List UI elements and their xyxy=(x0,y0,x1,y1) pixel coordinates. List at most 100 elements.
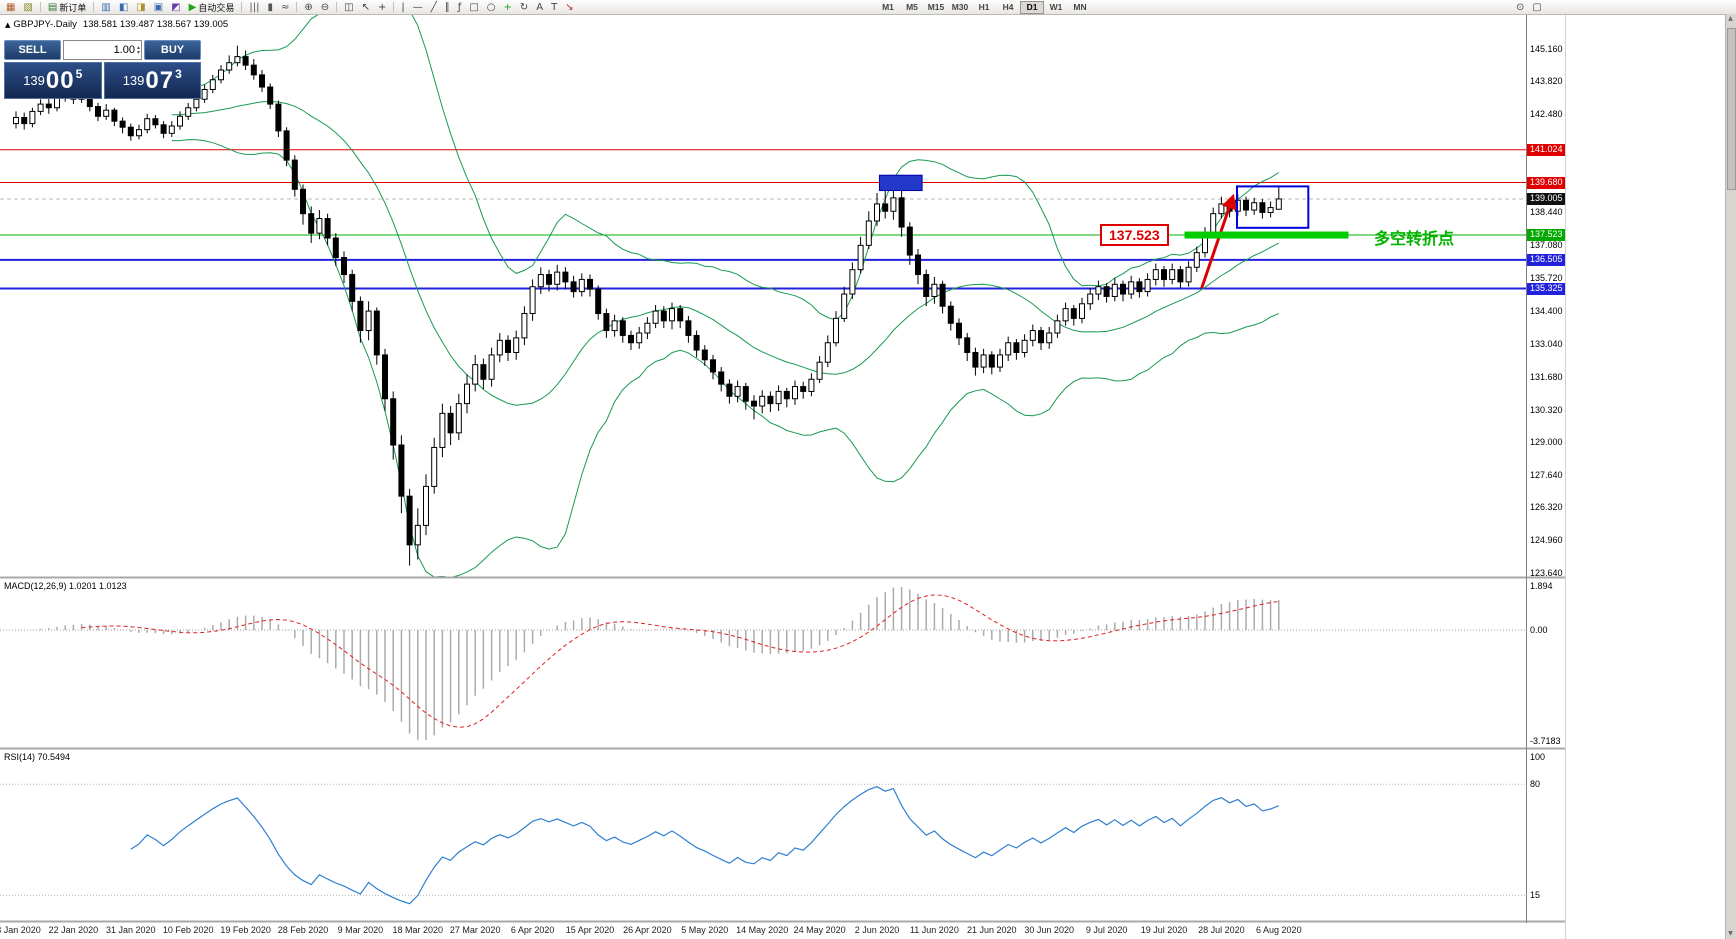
timeframe-m5-button[interactable]: M5 xyxy=(900,1,924,14)
timeframe-d1-button[interactable]: D1 xyxy=(1020,0,1044,14)
candlestick-chart-icon: ▮ xyxy=(267,1,273,13)
timeframe-m1-button[interactable]: M1 xyxy=(876,1,900,14)
text-icon[interactable]: A xyxy=(532,1,547,14)
arrows-icon[interactable]: ↘ xyxy=(561,1,577,14)
price-tag: 139.680 xyxy=(1527,176,1565,189)
tile-windows-icon: ◫ xyxy=(344,1,354,13)
toolbar-right: ⊙ ▢ xyxy=(1512,0,1546,14)
profiles-icon: ▧ xyxy=(23,1,33,13)
horizontal-line-icon[interactable]: — xyxy=(409,1,427,14)
fibonacci-icon: ƒ xyxy=(457,1,462,13)
text-label-icon: T xyxy=(551,1,558,13)
line-chart-icon[interactable]: ≈ xyxy=(277,1,293,14)
crosshair-icon[interactable]: + xyxy=(374,1,390,14)
vertical-line-icon[interactable]: | xyxy=(397,1,408,14)
volume-input[interactable]: 1.00 ▴ ▾ xyxy=(63,40,142,60)
rsi-axis-label: 100 xyxy=(1530,752,1546,762)
add-indicator-icon[interactable]: + xyxy=(500,1,516,14)
macd-label: MACD(12,26,9) 1.0201 1.0123 xyxy=(4,581,127,591)
macd-layer xyxy=(0,587,1526,740)
timeframe-w1-button[interactable]: W1 xyxy=(1044,1,1068,14)
date-label: 13 Jan 2020 xyxy=(0,925,41,935)
new-chart-icon[interactable]: ▦ xyxy=(2,1,19,14)
window-separator xyxy=(1565,14,1566,939)
shapes-icon[interactable]: □ xyxy=(465,1,482,14)
zoom-out-icon[interactable]: ⊖ xyxy=(317,1,333,14)
search-icon[interactable]: ⊙ xyxy=(1512,1,1528,14)
sell-price-display[interactable]: 139 00 5 xyxy=(4,62,102,99)
timeframe-m15-button[interactable]: M15 xyxy=(924,1,948,14)
date-label: 19 Jul 2020 xyxy=(1140,925,1188,935)
scroll-up-icon[interactable]: ▲ xyxy=(1728,15,1733,22)
date-label: 19 Feb 2020 xyxy=(220,925,271,935)
rsi-axis-label: 15 xyxy=(1530,890,1541,901)
trade-prices-row: 139 00 5 139 07 3 xyxy=(4,62,201,99)
ellipse-icon[interactable]: ○ xyxy=(483,1,500,14)
zoom-in-icon[interactable]: ⊕ xyxy=(300,1,316,14)
volume-value[interactable]: 1.00 xyxy=(113,44,135,56)
date-label: 6 Apr 2020 xyxy=(510,925,555,935)
channel-icon[interactable]: ∥ xyxy=(441,1,454,14)
cursor-icon: ↖ xyxy=(361,1,370,13)
timeframe-h4-button[interactable]: H4 xyxy=(996,1,1020,14)
date-label: 11 Jun 2020 xyxy=(909,925,959,935)
scroll-down-icon[interactable]: ▼ xyxy=(1728,930,1733,937)
navigator-icon[interactable]: ◨ xyxy=(132,1,149,14)
fibonacci-icon[interactable]: ƒ xyxy=(454,1,466,14)
date-label: 9 Jul 2020 xyxy=(1085,925,1128,935)
sell-button[interactable]: SELL xyxy=(4,40,61,60)
tile-windows-icon[interactable]: ◫ xyxy=(340,1,357,14)
timeframe-m30-button[interactable]: M30 xyxy=(948,1,972,14)
profiles-icon[interactable]: ▧ xyxy=(19,1,36,14)
price-axis-label: 130.320 xyxy=(1530,404,1563,415)
date-label: 15 Apr 2020 xyxy=(565,925,615,935)
auto-trading-button[interactable]: ▶ 自动交易 xyxy=(185,1,239,14)
window-list-icon: ▢ xyxy=(1532,1,1542,13)
bar-chart-icon[interactable]: ||| xyxy=(245,1,263,14)
trendline-icon[interactable]: ╱ xyxy=(427,1,441,14)
date-label: 14 May 2020 xyxy=(736,925,789,935)
price-axis-label: 124.960 xyxy=(1530,535,1563,546)
volume-down-icon[interactable]: ▾ xyxy=(136,49,140,56)
arrows-icon: ↘ xyxy=(565,1,574,13)
one-click-trading-panel: SELL 1.00 ▴ ▾ BUY 139 00 5 139 07 3 xyxy=(4,40,201,99)
data-window-icon: ◧ xyxy=(118,1,129,13)
ask-integer: 139 xyxy=(122,73,145,88)
scrollbar-thumb[interactable] xyxy=(1727,28,1736,190)
buy-price-display[interactable]: 139 07 3 xyxy=(103,62,201,99)
price-tag: 137.523 xyxy=(1527,229,1565,242)
strategy-tester-icon[interactable]: ◩ xyxy=(167,1,184,14)
date-label: 9 Mar 2020 xyxy=(337,925,384,935)
price-axis-label: 129.000 xyxy=(1530,437,1563,448)
buy-button[interactable]: BUY xyxy=(144,40,201,60)
price-tag: 136.505 xyxy=(1527,253,1565,266)
new-order-button[interactable]: ▤ 新订单 xyxy=(44,1,90,14)
line-chart-icon: ≈ xyxy=(280,1,290,13)
pivot-price-callout[interactable]: 137.523 xyxy=(1100,224,1169,247)
date-label: 28 Jul 2020 xyxy=(1198,925,1245,935)
data-window-icon[interactable]: ◧ xyxy=(115,1,132,14)
date-label: 6 Aug 2020 xyxy=(1256,925,1302,935)
volume-spinner[interactable]: ▴ ▾ xyxy=(136,44,140,56)
collapse-panel-icon[interactable]: ▲ xyxy=(5,21,11,29)
volume-up-icon[interactable]: ▴ xyxy=(136,44,140,51)
candlestick-chart-icon[interactable]: ▮ xyxy=(263,1,277,14)
new-chart-icon: ▦ xyxy=(6,1,16,13)
market-watch-icon[interactable]: ▥ xyxy=(97,1,114,14)
timeframe-mn-button[interactable]: MN xyxy=(1068,1,1092,14)
timeframe-h1-button[interactable]: H1 xyxy=(972,1,996,14)
toolbar-separator xyxy=(241,2,243,12)
breakout-arrow xyxy=(1200,193,1237,289)
terminal-icon[interactable]: ▣ xyxy=(150,1,167,14)
date-label: 28 Feb 2020 xyxy=(277,925,329,935)
toolbar-separator xyxy=(93,2,95,12)
window-list-icon[interactable]: ▢ xyxy=(1528,1,1545,14)
pivot-annotation-text[interactable]: 多空转折点 xyxy=(1374,231,1455,249)
text-label-icon[interactable]: T xyxy=(547,1,561,14)
trade-controls-row: SELL 1.00 ▴ ▾ BUY xyxy=(4,40,201,60)
cycle-lines-icon[interactable]: ↻ xyxy=(516,1,532,14)
date-label: 26 Apr 2020 xyxy=(623,925,672,935)
cursor-icon[interactable]: ↖ xyxy=(358,1,374,14)
scrollbar[interactable]: ▲ ▼ xyxy=(1725,14,1736,939)
